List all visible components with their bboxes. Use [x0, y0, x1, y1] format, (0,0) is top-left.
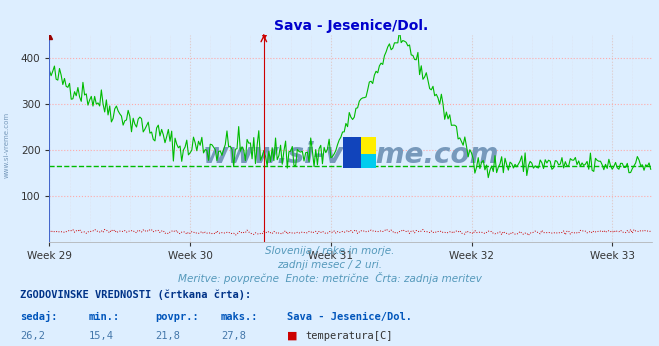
Text: ZGODOVINSKE VREDNOSTI (črtkana črta):: ZGODOVINSKE VREDNOSTI (črtkana črta): [20, 289, 251, 300]
Bar [361, 154, 376, 169]
Text: temperatura[C]: temperatura[C] [305, 331, 393, 341]
Text: Meritve: povprečne  Enote: metrične  Črta: zadnja meritev: Meritve: povprečne Enote: metrične Črta:… [177, 272, 482, 284]
Bar [361, 137, 376, 154]
Text: povpr.:: povpr.: [155, 312, 198, 322]
Text: 26,2: 26,2 [20, 331, 45, 341]
Bar [343, 137, 361, 169]
Text: www.si-vreme.com: www.si-vreme.com [203, 141, 499, 169]
Text: www.si-vreme.com: www.si-vreme.com [3, 112, 9, 179]
Title: Sava - Jesenice/Dol.: Sava - Jesenice/Dol. [273, 19, 428, 34]
Text: sedaj:: sedaj: [20, 311, 57, 322]
Text: zadnji mesec / 2 uri.: zadnji mesec / 2 uri. [277, 260, 382, 270]
Text: maks.:: maks.: [221, 312, 258, 322]
Text: Sava - Jesenice/Dol.: Sava - Jesenice/Dol. [287, 312, 412, 322]
Text: 21,8: 21,8 [155, 331, 180, 341]
Text: 27,8: 27,8 [221, 331, 246, 341]
Text: min.:: min.: [89, 312, 120, 322]
Text: 15,4: 15,4 [89, 331, 114, 341]
Text: ■: ■ [287, 331, 297, 341]
Text: Slovenija / reke in morje.: Slovenija / reke in morje. [265, 246, 394, 256]
